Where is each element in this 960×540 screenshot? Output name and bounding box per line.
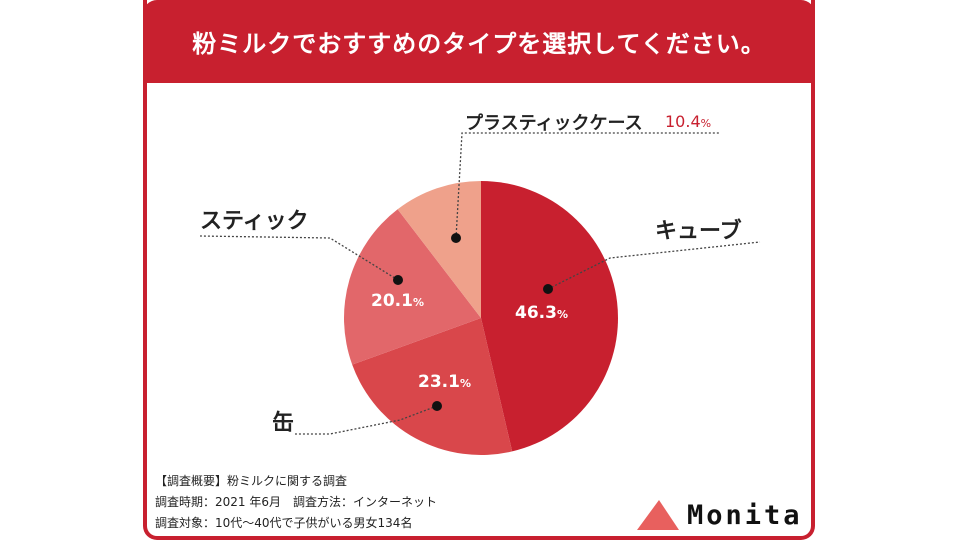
leader-cube: [547, 241, 761, 290]
survey-line-3: 調査対象：10代〜40代で子供がいる男女134名: [155, 516, 413, 530]
survey-line-2: 調査時期：2021 年6月 調査方法：インターネット: [155, 495, 437, 509]
chart-header: 粉ミルクでおすすめのタイプを選択してください。: [143, 0, 815, 83]
chart-title: 粉ミルクでおすすめのタイプを選択してください。: [192, 30, 766, 58]
label-plastic-case: プラスティックケース: [465, 113, 643, 134]
slice-stick: [344, 209, 481, 365]
slice-plastic-case: [397, 181, 481, 318]
brand-mark-icon: [637, 500, 679, 530]
value-plastic-case: 10.4%: [665, 112, 712, 131]
label-stick: スティック: [200, 209, 309, 234]
slice-cube: [481, 180, 619, 452]
leader-can: [295, 405, 438, 435]
leader-plastic-case-dot: [451, 233, 461, 243]
leader-stick-dot: [393, 275, 403, 285]
leader-plastic-case: [455, 132, 720, 239]
leader-can-dot: [432, 401, 442, 411]
label-can: 缶: [272, 411, 295, 436]
slice-can: [352, 318, 513, 455]
survey-summary: 【調査概要】粉ミルクに関する調査 調査時期：2021 年6月 調査方法：インター…: [155, 471, 437, 534]
brand-logo: Monita: [637, 498, 803, 532]
value-stick: 20.1%: [371, 291, 424, 311]
brand-name: Monita: [687, 499, 803, 531]
value-cube: 46.3%: [515, 303, 568, 323]
survey-line-1: 【調査概要】粉ミルクに関する調査: [155, 474, 348, 488]
leader-cube-dot: [543, 284, 553, 294]
label-cube: キューブ: [655, 219, 742, 244]
value-can: 23.1%: [418, 372, 471, 392]
